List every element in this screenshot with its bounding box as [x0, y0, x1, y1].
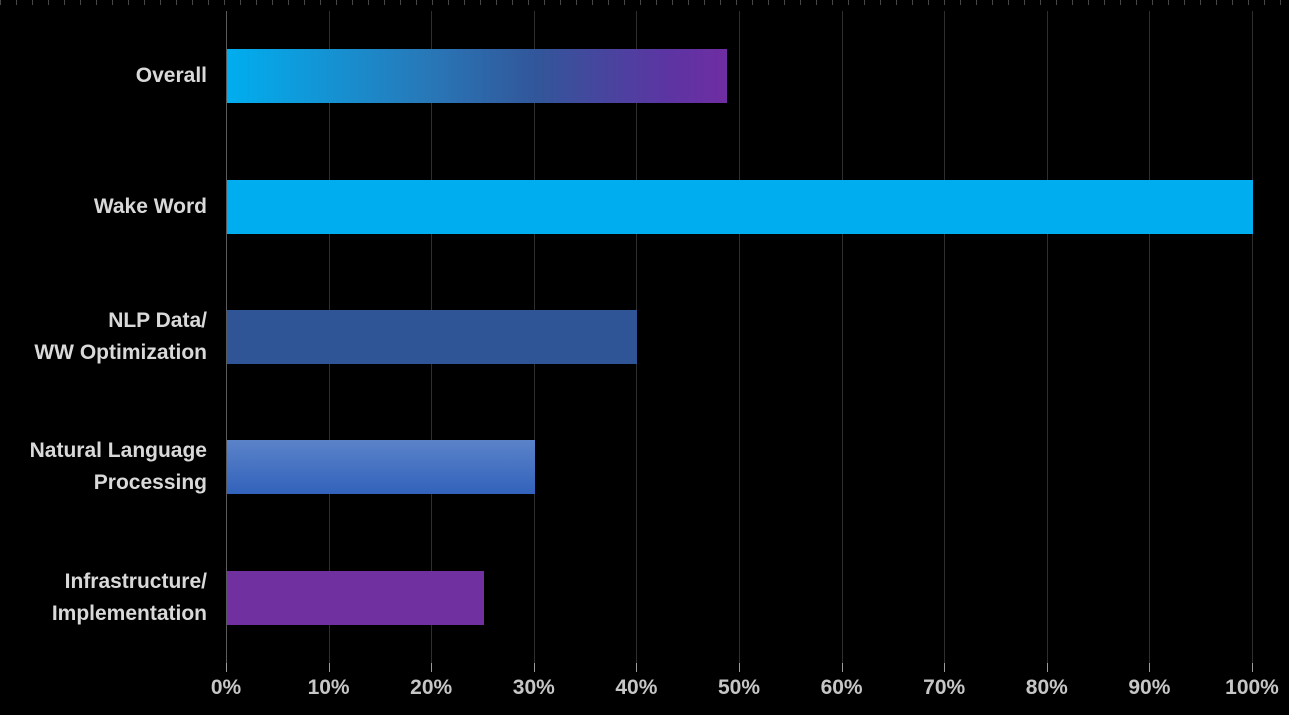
gridline [739, 11, 740, 663]
x-tick-label: 80% [1025, 676, 1068, 699]
x-tick-label: 70% [923, 676, 966, 699]
category-label-line: Natural Language [29, 439, 207, 463]
x-axis-tick-mark [944, 663, 946, 672]
x-tick-label: 40% [615, 676, 658, 699]
x-axis-tick-mark [841, 663, 843, 672]
gridline [1252, 11, 1253, 663]
bar-natural-language-processing [227, 440, 535, 495]
x-tick-label: 10% [307, 676, 350, 699]
bar-infrastructure-implementation [227, 570, 484, 625]
x-axis-tick-mark [1046, 663, 1048, 672]
x-axis-tick-mark [226, 663, 227, 672]
category-label-line: Wake Word [93, 194, 207, 218]
x-tick-label: 0% [210, 676, 242, 699]
category-label: Natural Language Processing [0, 435, 207, 499]
plot-area [226, 11, 1253, 672]
category-label-line: Overall [135, 64, 207, 88]
y-axis-line [226, 11, 227, 663]
x-axis-tick-mark [533, 663, 535, 672]
x-tick-label: 60% [820, 676, 863, 699]
x-tick-label: 100% [1225, 676, 1279, 699]
x-tick-label: 20% [410, 676, 453, 699]
category-label-line: NLP Data/ [108, 309, 207, 332]
x-tick-label: 90% [1128, 676, 1171, 699]
category-label-line: Processing [93, 471, 207, 495]
category-label-line: Infrastructure/ [64, 569, 207, 593]
category-label: NLP Data/WW Optimization [0, 305, 207, 369]
bar-overall [227, 49, 728, 104]
x-axis-tick-mark [328, 663, 330, 672]
category-label-line: WW Optimization [34, 341, 207, 364]
gridline [841, 11, 843, 663]
category-label-line: Implementation [51, 601, 207, 625]
gridline [944, 11, 946, 663]
category-label: Infrastructure/Implementation [0, 566, 207, 630]
bar-nlp-data-ww-optimization [227, 310, 638, 364]
x-axis-tick-mark [1252, 663, 1253, 672]
top-tick-dashes [0, 0, 1289, 5]
x-axis-tick-mark [1149, 663, 1151, 672]
x-tick-label: 50% [717, 676, 761, 699]
x-axis-tick-mark [739, 663, 740, 672]
x-axis: 0% 10% 20% 30% 40% 50% 60% 70% 80% 90% 100% [0, 676, 1289, 710]
bar-wake-word [227, 179, 1253, 234]
x-axis-tick-mark [431, 663, 433, 672]
category-label: Wake Word [0, 191, 207, 223]
category-label: Overall [0, 60, 207, 92]
gridline [1046, 11, 1048, 663]
x-axis-tick-mark [636, 663, 638, 672]
gridline [1149, 11, 1151, 663]
category-axis: Overall Wake Word NLP Data/WW Optimization… [0, 11, 207, 663]
x-tick-label: 30% [512, 676, 555, 699]
